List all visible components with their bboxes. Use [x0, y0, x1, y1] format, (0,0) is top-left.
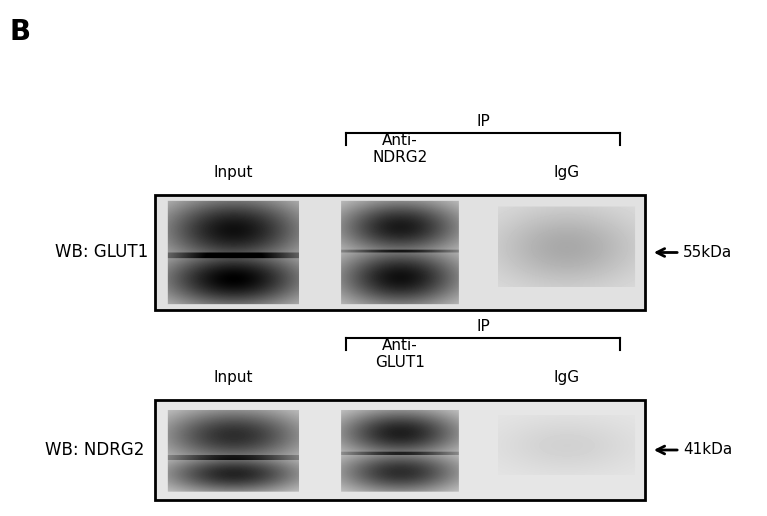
Text: WB: NDRG2: WB: NDRG2 [45, 441, 144, 459]
Text: IP: IP [476, 114, 490, 129]
Text: Anti-
NDRG2: Anti- NDRG2 [372, 133, 428, 165]
Text: IgG: IgG [554, 165, 580, 180]
Text: Input: Input [214, 370, 253, 385]
Text: WB: GLUT1: WB: GLUT1 [55, 243, 148, 261]
Bar [155, 400, 645, 500]
Text: IP: IP [476, 319, 490, 334]
Text: 41kDa: 41kDa [683, 443, 732, 458]
Text: Input: Input [214, 165, 253, 180]
Text: Anti-
GLUT1: Anti- GLUT1 [375, 337, 425, 370]
Text: IgG: IgG [554, 370, 580, 385]
Text: B: B [10, 18, 31, 46]
Text: 55kDa: 55kDa [683, 245, 732, 260]
Bar [155, 195, 645, 310]
